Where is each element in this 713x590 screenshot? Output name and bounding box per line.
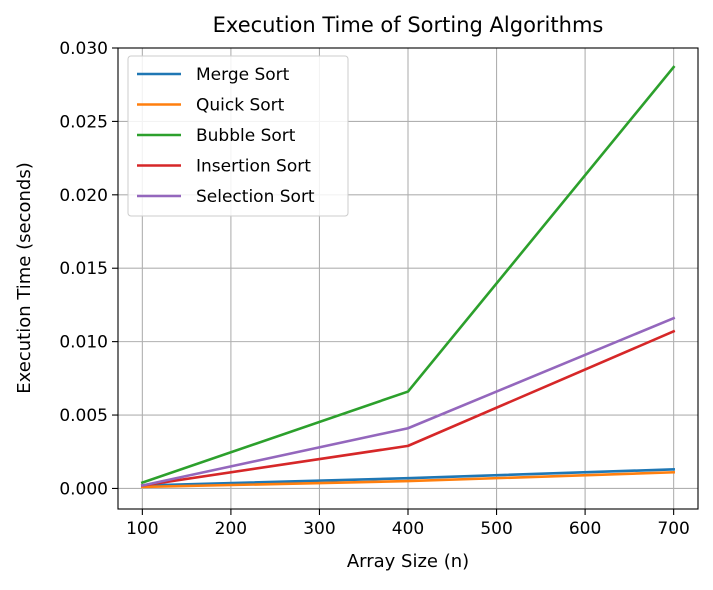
y-tick-label: 0.015 bbox=[59, 259, 108, 279]
legend-label-bubble-sort: Bubble Sort bbox=[196, 126, 296, 146]
y-tick-label: 0.025 bbox=[59, 112, 108, 132]
y-axis-ticks: 0.000 0.005 0.010 0.015 0.020 0.025 0.030 bbox=[59, 39, 118, 499]
x-axis-ticks: 100 200 300 400 500 600 700 bbox=[126, 509, 690, 539]
legend-frame bbox=[127, 55, 349, 217]
x-tick-label: 300 bbox=[303, 519, 335, 539]
legend-label-insertion-sort: Insertion Sort bbox=[196, 157, 311, 177]
x-tick-label: 200 bbox=[215, 519, 247, 539]
x-tick-label: 700 bbox=[657, 519, 689, 539]
x-tick-label: 100 bbox=[126, 519, 158, 539]
y-tick-label: 0.030 bbox=[59, 39, 108, 59]
series-line-quick-sort bbox=[141, 470, 675, 489]
series-line-merge-sort bbox=[141, 468, 675, 487]
y-tick-label: 0.020 bbox=[59, 186, 108, 206]
x-tick-label: 500 bbox=[480, 519, 512, 539]
chart-title: Execution Time of Sorting Algorithms bbox=[213, 13, 604, 37]
y-tick-label: 0.010 bbox=[59, 333, 108, 353]
series-line-bubble-sort bbox=[140, 65, 676, 485]
chart-legend: Merge Sort Quick Sort Bubble Sort Insertion… bbox=[127, 55, 349, 217]
series-lines bbox=[140, 65, 676, 489]
series-line-selection-sort bbox=[140, 316, 676, 488]
x-tick-label: 600 bbox=[569, 519, 601, 539]
y-axis-label: Execution Time (seconds) bbox=[14, 162, 35, 393]
y-tick-label: 0.005 bbox=[59, 406, 108, 426]
legend-label-merge-sort: Merge Sort bbox=[196, 65, 290, 85]
x-axis-label: Array Size (n) bbox=[347, 551, 469, 572]
y-tick-label: 0.000 bbox=[59, 479, 108, 499]
x-tick-label: 400 bbox=[392, 519, 424, 539]
series-line-insertion-sort bbox=[140, 329, 676, 487]
legend-label-quick-sort: Quick Sort bbox=[196, 96, 285, 116]
legend-label-selection-sort: Selection Sort bbox=[196, 187, 315, 207]
legend-entries: Merge Sort Quick Sort Bubble Sort Insertion… bbox=[137, 65, 315, 207]
